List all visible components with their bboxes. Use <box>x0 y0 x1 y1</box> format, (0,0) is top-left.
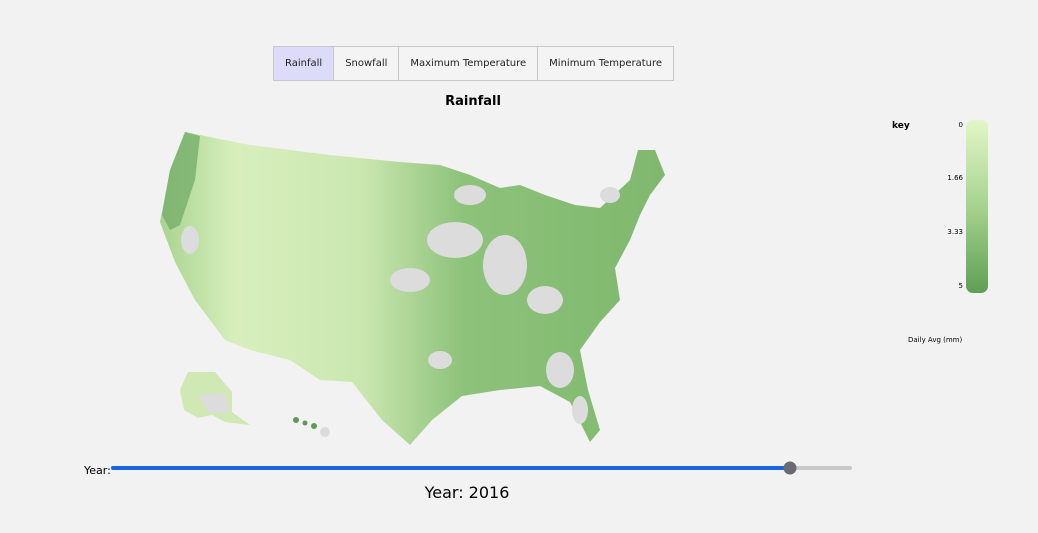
hawaii <box>293 417 330 437</box>
tab-bar: Rainfall Snowfall Maximum Temperature Minim… <box>273 46 675 81</box>
legend-gradient <box>966 120 988 293</box>
legend-tick-label: 3.33 <box>947 228 963 237</box>
map-title: Rainfall <box>445 94 501 109</box>
slider-thumb[interactable] <box>783 461 797 475</box>
no-data-areas <box>181 185 620 424</box>
legend-caption: Daily Avg (mm) <box>908 336 963 344</box>
tab[interactable]: Snowfall <box>333 46 400 81</box>
legend-tick-label: 5 <box>958 282 963 290</box>
coast-shading <box>162 132 200 230</box>
alaska-no-data <box>198 393 230 414</box>
slider-label: Year: <box>84 464 111 477</box>
tab[interactable]: Rainfall <box>273 46 335 81</box>
legend-title: key <box>892 121 910 131</box>
legend-tick-label: 1.66 <box>947 174 963 183</box>
tab[interactable]: Maximum Temperature <box>398 46 539 81</box>
legend-tick-label: 0 <box>958 121 963 129</box>
tab[interactable]: Minimum Temperature <box>537 46 675 81</box>
slider-value: Year: 2016 <box>424 483 510 502</box>
